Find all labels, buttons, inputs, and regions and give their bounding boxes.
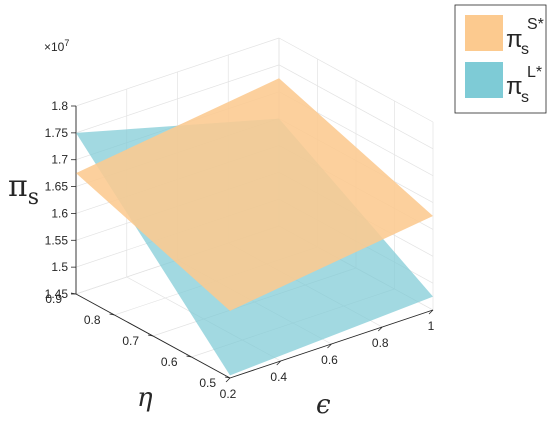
y-tick-mark-2	[147, 334, 154, 337]
z-axis-title: πs	[8, 169, 39, 210]
wally-grid-z-6	[75, 64, 280, 134]
x-tick-mark-1	[276, 360, 282, 366]
y-axis-title: η	[137, 383, 153, 413]
z-tick-label-1: 1.5	[51, 260, 68, 274]
x-tick-label-1: 0.4	[270, 370, 287, 384]
y-tick-label-1: 0.6	[161, 355, 178, 369]
wallx-grid-z-7	[278, 37, 434, 123]
x-tick-label-0: 0.2	[220, 387, 237, 401]
y-tick-mark-1	[186, 355, 192, 358]
z-tick-label-3: 1.6	[51, 206, 68, 220]
legend-swatch-l-star	[465, 62, 503, 98]
surface-s-star	[76, 78, 433, 311]
x-tick-mark-3	[377, 326, 383, 332]
legend: πS* s πL* s	[454, 4, 547, 114]
x-axis-title: ϵ	[316, 390, 331, 420]
tick-labels: 0.2 0.4 0.6 0.8 1 0.5 0.6 0.7 0.8 0.91.45 1.5 1.55 1…	[45, 99, 435, 401]
legend-label-l-star: πL* s	[506, 64, 542, 106]
legend-swatch-s-star	[465, 15, 503, 51]
surfaces	[76, 78, 433, 376]
z-tick-label-6: 1.75	[45, 126, 69, 140]
z-tick-label-2: 1.55	[45, 233, 69, 247]
z-tick-label-4: 1.65	[45, 180, 69, 194]
y-tick-mark-0	[224, 376, 231, 379]
z-exponent-power: 7	[64, 38, 69, 48]
z-tick-label-0: 1.45	[45, 287, 69, 301]
z-axis-title-sub: s	[28, 185, 39, 210]
z-tick-label-5: 1.7	[51, 153, 68, 167]
x-tick-mark-0	[225, 377, 231, 383]
legend-label-s-star: πS* s	[506, 16, 544, 58]
y-tick-label-4: 0.9	[45, 292, 62, 306]
x-tick-label-4: 1	[428, 319, 435, 333]
wally-grid-z-7	[75, 37, 280, 107]
z-exponent-label: ×107	[44, 38, 69, 54]
wallx-grid-z-6	[278, 64, 434, 150]
x-tick-label-2: 0.6	[321, 353, 338, 367]
y-tick-label-0: 0.5	[199, 376, 216, 390]
y-tick-label-2: 0.7	[122, 334, 139, 348]
x-tick-mark-2	[327, 343, 332, 349]
z-tick-label-7: 1.8	[51, 99, 68, 113]
x-tick-mark-4	[428, 309, 434, 315]
y-tick-label-3: 0.8	[84, 313, 101, 327]
x-tick-label-3: 0.8	[372, 336, 389, 350]
y-tick-mark-3	[109, 313, 115, 316]
